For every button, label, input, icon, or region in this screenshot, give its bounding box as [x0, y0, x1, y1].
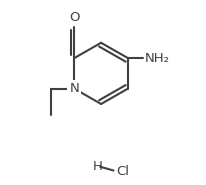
Text: Cl: Cl [116, 165, 129, 178]
Text: N: N [69, 82, 79, 95]
Text: NH₂: NH₂ [145, 52, 170, 65]
Text: H: H [92, 160, 102, 173]
Text: O: O [69, 11, 80, 24]
